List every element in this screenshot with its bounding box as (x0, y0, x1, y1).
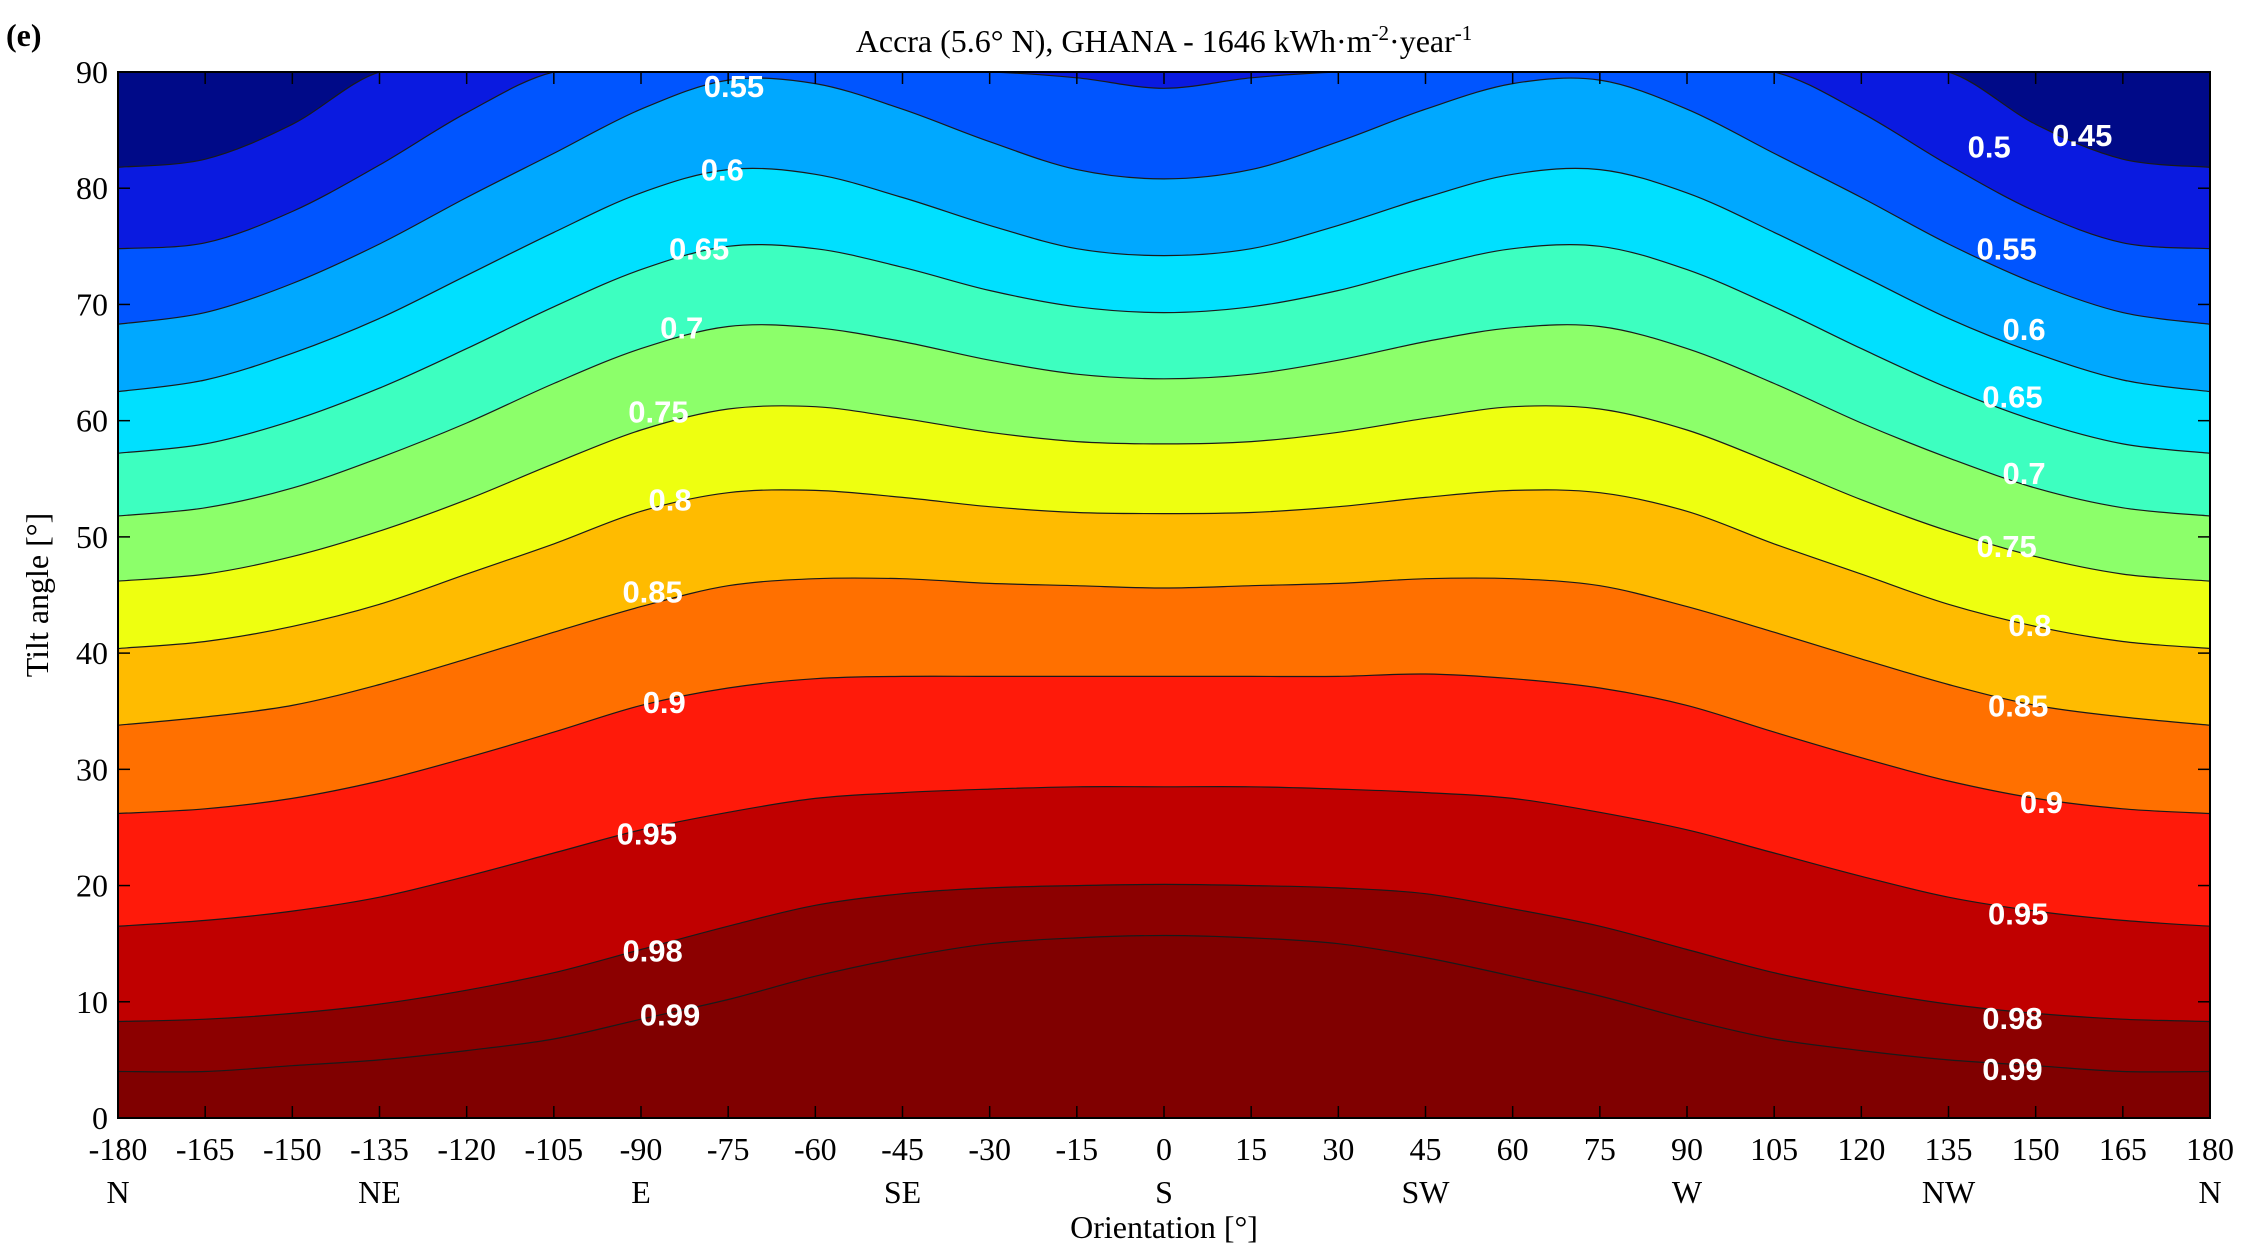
direction-label: N (2198, 1174, 2221, 1210)
y-tick-label: 80 (76, 170, 108, 206)
x-tick-label: 135 (1925, 1131, 1973, 1167)
y-tick-label: 60 (76, 403, 108, 439)
chart-title: Accra (5.6° N), GHANA - 1646 kWh·m-2·yea… (856, 21, 1473, 59)
y-axis-label: Tilt angle [°] (19, 513, 55, 678)
contour-line-0.98 (118, 883, 2210, 1023)
x-tick-label: 0 (1156, 1131, 1172, 1167)
contour-label: 0.8 (649, 483, 692, 518)
contour-label: 0.9 (2020, 785, 2063, 820)
contour-label: 0.7 (660, 311, 703, 346)
contour-label: 0.7 (2002, 456, 2045, 491)
direction-label: NE (358, 1174, 401, 1210)
x-tick-label: 105 (1750, 1131, 1798, 1167)
x-tick-label: -30 (968, 1131, 1011, 1167)
contour-label: 0.75 (1976, 529, 2036, 564)
contour-line-0.75 (118, 405, 2210, 582)
contour-line-0.99 (118, 934, 2210, 1073)
x-tick-label: -90 (620, 1131, 663, 1167)
contour-line-0.6 (118, 167, 2210, 393)
direction-label: SE (884, 1174, 921, 1210)
x-tick-label: 180 (2186, 1131, 2234, 1167)
direction-label: W (1672, 1174, 1703, 1210)
plot-area (118, 72, 2210, 1118)
x-axis-ticks: -180 -165 -150 -135 -120 -105 -90 -75 -60 -45 -30-… (89, 72, 2234, 1167)
x-tick-label: 120 (1837, 1131, 1885, 1167)
x-tick-label: -180 (89, 1131, 148, 1167)
contour-label: 0.75 (628, 394, 688, 429)
x-tick-label: 60 (1497, 1131, 1529, 1167)
x-tick-label: 30 (1322, 1131, 1354, 1167)
x-tick-label: -15 (1056, 1131, 1099, 1167)
contour-line-0.55 (118, 77, 2210, 325)
contour-label: 0.45 (2052, 118, 2112, 153)
y-tick-label: 50 (76, 519, 108, 555)
contour-label: 0.95 (617, 816, 677, 851)
y-tick-label: 10 (76, 984, 108, 1020)
x-tick-label: -165 (176, 1131, 235, 1167)
direction-label: SW (1402, 1174, 1451, 1210)
contour-labels: 0.55 0.6 0.65 0.7 0.75 0.8 0.85 0.9 0.95 0.98 0.99… (617, 69, 2113, 1087)
x-tick-label: 90 (1671, 1131, 1703, 1167)
contour-line-0.8 (118, 489, 2210, 650)
contour-label: 0.6 (2002, 312, 2045, 347)
contour-label: 0.99 (640, 998, 700, 1033)
contour-label: 0.9 (643, 685, 686, 720)
contour-line-0.65 (118, 244, 2210, 454)
contour-label: 0.85 (1988, 688, 2048, 723)
direction-label: N (106, 1174, 129, 1210)
contour-label: 0.5 (1968, 129, 2011, 164)
contour-line-0.85 (118, 577, 2210, 726)
x-tick-label: -150 (263, 1131, 322, 1167)
y-tick-label: 0 (92, 1100, 108, 1136)
x-tick-label: 75 (1584, 1131, 1616, 1167)
x-tick-label: -135 (350, 1131, 409, 1167)
contour-label: 0.65 (1982, 379, 2042, 414)
contour-label: 0.98 (1982, 1001, 2042, 1036)
contour-line-0.7 (118, 324, 2210, 517)
x-tick-label: 150 (2012, 1131, 2060, 1167)
x-tick-label: 45 (1410, 1131, 1442, 1167)
contour-line-0.9 (118, 673, 2210, 815)
x-tick-label: -60 (794, 1131, 837, 1167)
contour-label: 0.55 (1976, 232, 2036, 267)
panel-label: (e) (6, 17, 42, 53)
y-tick-label: 40 (76, 635, 108, 671)
contour-label: 0.99 (1982, 1052, 2042, 1087)
y-axis-ticks: 0 10 20 30 40 50 60 70 80 90 (76, 54, 2210, 1136)
y-tick-label: 90 (76, 54, 108, 90)
x-tick-label: -105 (525, 1131, 584, 1167)
direction-label: S (1155, 1174, 1173, 1210)
x-axis-label: Orientation [°] (1070, 1209, 1258, 1244)
contour-label: 0.85 (622, 575, 682, 610)
contour-band-0.99 (118, 935, 2210, 1118)
y-tick-label: 20 (76, 868, 108, 904)
contour-line-0.95 (118, 786, 2210, 927)
x-tick-label: -45 (881, 1131, 924, 1167)
x-tick-label: 15 (1235, 1131, 1267, 1167)
contour-line-0.5 (118, 72, 2210, 250)
contour-label: 0.95 (1988, 896, 2048, 931)
x-tick-label: 165 (2099, 1131, 2147, 1167)
contour-label: 0.8 (2008, 608, 2051, 643)
x-tick-label: -75 (707, 1131, 750, 1167)
y-tick-label: 70 (76, 286, 108, 322)
contour-label: 0.55 (704, 69, 764, 104)
contour-label: 0.65 (669, 232, 729, 267)
x-tick-label: -120 (437, 1131, 496, 1167)
direction-labels: N NE E SE S SW W NW N (106, 1174, 2221, 1210)
contour-label: 0.98 (622, 934, 682, 969)
y-tick-label: 30 (76, 751, 108, 787)
direction-label: NW (1922, 1174, 1976, 1210)
contour-label: 0.6 (701, 153, 744, 188)
direction-label: E (631, 1174, 651, 1210)
